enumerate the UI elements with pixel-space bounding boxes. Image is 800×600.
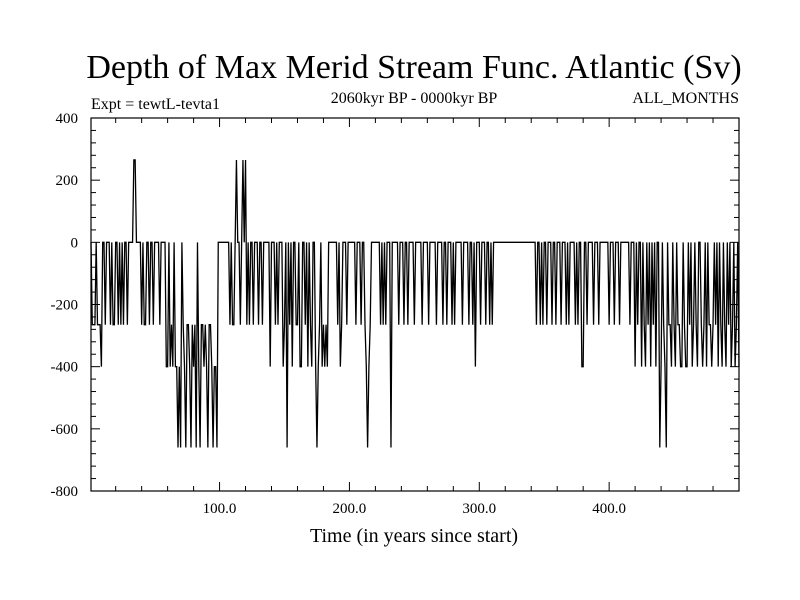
y-tick-label: -600	[51, 422, 79, 438]
y-tick-label: -800	[51, 484, 79, 500]
axis-ticks	[91, 117, 739, 492]
y-tick-label: 200	[56, 173, 79, 189]
y-tick-label: -400	[51, 360, 79, 376]
chart-subtitle-center: 2060kyr BP - 0000kyr BP	[331, 90, 498, 107]
plot-data-layer	[90, 159, 740, 448]
x-tick-label: 400.0	[592, 501, 626, 517]
chart-title: Depth of Max Merid Stream Func. Atlantic…	[86, 49, 741, 86]
series-line-0	[90, 159, 740, 448]
y-tick-label: 0	[71, 235, 79, 251]
chart-subtitle-left: Expt = tewtL-tevta1	[91, 96, 220, 113]
axis-tick-labels: 400 200 0 -200 -400 -600 -800 100.0 200.0 300.0 40…	[51, 111, 627, 517]
x-axis-label: Time (in years since start)	[310, 525, 518, 547]
chart-subtitle-right: ALL_MONTHS	[632, 90, 739, 107]
x-tick-label: 200.0	[333, 501, 367, 517]
x-tick-label: 100.0	[203, 501, 237, 517]
y-tick-label: 400	[56, 111, 79, 127]
y-tick-label: -200	[51, 298, 79, 314]
x-tick-label: 300.0	[462, 501, 496, 517]
